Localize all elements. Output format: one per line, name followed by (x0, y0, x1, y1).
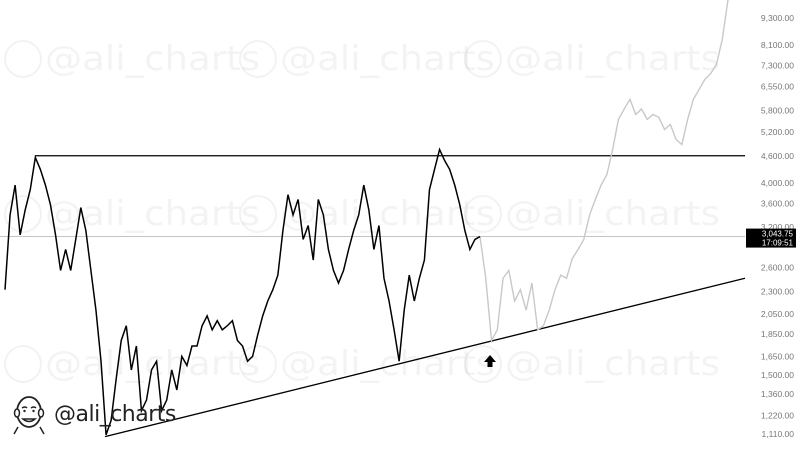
y-tick-label: 2,600.00 (761, 262, 794, 272)
watermark-text: @ali_charts (505, 39, 720, 79)
y-tick-label: 4,600.00 (761, 151, 794, 161)
brand-handle: @ali_charts (54, 401, 176, 427)
y-tick-label: 5,200.00 (761, 127, 794, 137)
y-tick-label: 7,300.00 (761, 60, 794, 70)
watermark-text: @ali_charts (505, 344, 720, 384)
watermark-face-icon (4, 40, 42, 78)
watermark-face-icon (239, 40, 277, 78)
y-tick-label: 9,300.00 (761, 13, 794, 23)
y-tick-label: 1,360.00 (761, 389, 794, 399)
projection-series-line (479, 0, 729, 343)
watermark-layer: @ali_charts@ali_charts@ali_charts@ali_ch… (4, 39, 720, 384)
y-tick-label: 3,200.00 (761, 222, 794, 232)
watermark-text: @ali_charts (280, 344, 495, 384)
current-price-value: 3,043.75 (762, 230, 794, 239)
y-tick-label: 1,110.00 (762, 429, 795, 439)
watermark-text: @ali_charts (45, 39, 260, 79)
y-tick-label: 3,600.00 (761, 199, 794, 209)
support-line (104, 277, 746, 438)
up-arrow-icon (484, 355, 496, 367)
y-tick-label: 5,800.00 (761, 105, 794, 115)
watermark-face-icon (239, 195, 277, 233)
watermark-face-icon (239, 345, 277, 383)
watermark-text: @ali_charts (45, 344, 260, 384)
watermark-face-icon (464, 40, 502, 78)
y-tick-label: 1,850.00 (761, 329, 794, 339)
watermark-text: @ali_charts (280, 194, 495, 234)
watermark-text: @ali_charts (45, 194, 260, 234)
y-tick-label: 1,500.00 (761, 370, 794, 380)
watermark-face-icon (4, 345, 42, 383)
y-axis: 9,300.00 8,100.00 7,300.00 6,550.00 5,800.00… (761, 13, 794, 439)
watermark-face-icon (4, 195, 42, 233)
price-series-line (4, 147, 481, 436)
brand-badge: @ali_charts (8, 393, 176, 435)
y-tick-label: 2,050.00 (761, 309, 794, 319)
y-tick-label: 1,650.00 (761, 351, 794, 361)
y-tick-label: 8,100.00 (761, 40, 794, 50)
current-price-label: 3,043.75 17:09:51 (746, 228, 796, 248)
current-price-time: 17:09:51 (762, 239, 794, 248)
y-tick-label: 4,000.00 (761, 178, 794, 188)
watermark-text: @ali_charts (505, 194, 720, 234)
y-tick-label: 1,220.00 (761, 410, 794, 420)
y-tick-label: 6,550.00 (761, 82, 794, 92)
watermark-face-icon (464, 195, 502, 233)
watermark-text: @ali_charts (280, 39, 495, 79)
watermark-face-icon (464, 345, 502, 383)
avatar-logo-icon (13, 396, 45, 435)
y-tick-label: 2,300.00 (761, 286, 794, 296)
